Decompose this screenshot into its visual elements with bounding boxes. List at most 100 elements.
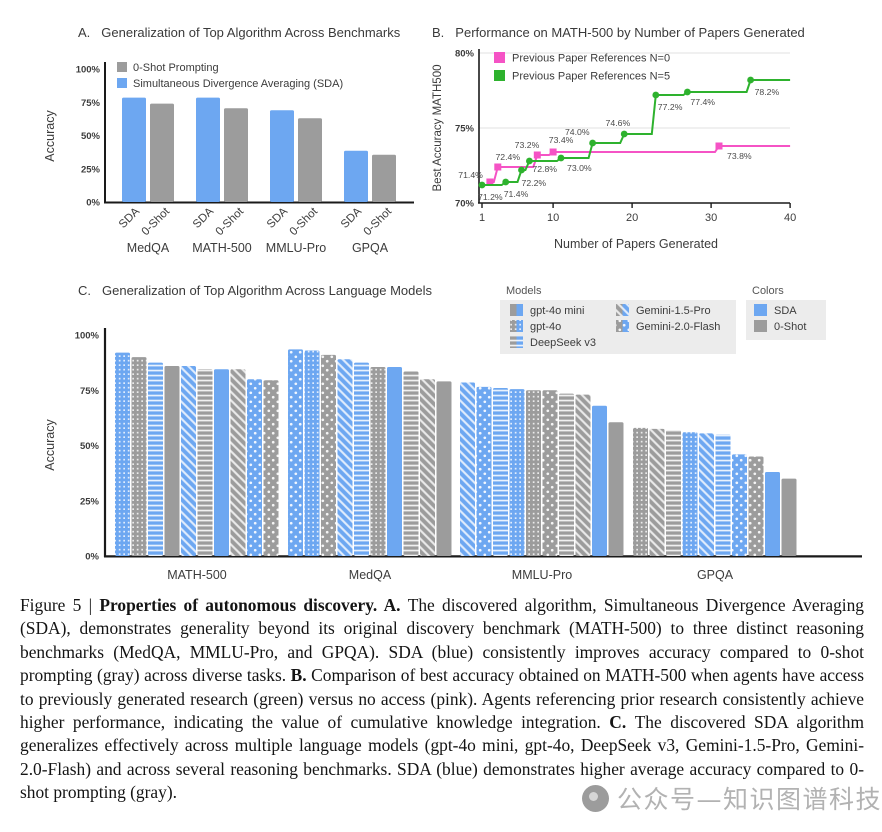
bar-MATH-500-DeepSeek v3-SDA	[148, 362, 163, 556]
bar-MATH-500-Gemini-1.5-Pro-0-Shot	[230, 369, 246, 556]
data-label: 72.8%	[532, 164, 557, 174]
model-legend-label: Gemini-2.0-Flash	[636, 321, 720, 333]
data-point	[747, 76, 754, 84]
legend-label: Previous Paper References N=0	[512, 53, 670, 65]
caption-label-c: C.	[609, 712, 635, 733]
bar-MedQA-Gemini-1.5-Pro-0-Shot	[420, 379, 435, 556]
bar-tick-label: 0-Shot	[288, 205, 321, 238]
panel-b-label: B.	[432, 25, 445, 40]
bar-MATH-500-DeepSeek v3-0-Shot	[197, 369, 213, 556]
caption-label-b: B.	[290, 665, 312, 686]
legend-label: Previous Paper References N=5	[512, 71, 670, 83]
bar-MMLU-Pro-Gemini-2.0-Flash-SDA	[476, 386, 492, 556]
panel-c-title: C. Generalization of Top Algorithm Acros…	[78, 283, 432, 298]
model-swatch-blue	[622, 304, 629, 316]
models-legend-title: Models	[506, 285, 542, 297]
data-point	[478, 181, 486, 189]
group-label: MMLU-Pro	[512, 568, 572, 582]
model-legend-label: gpt-4o mini	[530, 305, 584, 317]
panel-a-label: A.	[78, 25, 91, 40]
color-legend-label: 0-Shot	[774, 321, 806, 333]
y-tick-label: 70%	[455, 199, 475, 210]
data-point	[684, 88, 691, 96]
group-label: MATH-500	[167, 568, 227, 582]
bar-sda-MMLU-Pro	[270, 110, 294, 202]
bar-0shot-GPQA	[372, 154, 396, 202]
data-point	[486, 178, 494, 186]
group-label: GPQA	[697, 568, 734, 582]
panel-b-chart: 70% 75% 80% 1 10 20 30 40 Number of Papers Gener…	[428, 22, 882, 279]
bar-MATH-500-gpt-4o mini-0-Shot	[164, 365, 180, 556]
bar-GPQA-gpt-4o-0-Shot	[633, 427, 648, 556]
model-swatch-blue	[622, 320, 629, 332]
data-label: 73.0%	[567, 163, 592, 173]
model-swatch-gray	[510, 304, 517, 316]
data-point	[620, 130, 628, 138]
y-tick-label: 75%	[455, 124, 475, 135]
bar-GPQA-Gemini-1.5-Pro-SDA	[699, 433, 714, 556]
y-tick-label: 25%	[80, 496, 100, 507]
model-swatch-blue	[516, 304, 523, 316]
bar-0shot-MedQA	[150, 103, 174, 202]
x-axis-title: Number of Papers Generated	[554, 237, 718, 251]
data-point	[533, 151, 541, 159]
panel-a-svg: 0% 25% 50% 75% 100% Accuracy 0-Shot Prompting S…	[43, 62, 414, 255]
bar-MedQA-gpt-4o-0-Shot	[370, 367, 386, 556]
model-swatch-gray	[510, 320, 517, 332]
x-tick-label: 40	[784, 212, 796, 224]
panel-c-chart: 0% 25% 50% 75% 100% Accuracy MATH-500 MedQA MMLU…	[10, 278, 872, 595]
data-label: 78.2%	[755, 87, 780, 97]
bar-MMLU-Pro-gpt-4o mini-SDA	[592, 405, 607, 556]
data-point	[526, 157, 533, 165]
bar-MMLU-Pro-gpt-4o-SDA	[509, 389, 525, 556]
bar-MMLU-Pro-gpt-4o mini-0-Shot	[608, 422, 624, 556]
y-tick-label: 25%	[81, 164, 101, 175]
bar-MedQA-gpt-4o mini-SDA	[387, 367, 402, 556]
x-tick-label: 30	[705, 212, 717, 224]
caption-part-a-text: The discovered algorithm, Simultaneous D…	[20, 595, 864, 686]
bar-tick-label: SDA	[117, 205, 142, 230]
line-series	[482, 79, 791, 186]
bar-GPQA-gpt-4o-SDA	[682, 432, 698, 556]
data-point	[549, 148, 557, 156]
bar-MMLU-Pro-gpt-4o-0-Shot	[526, 390, 541, 556]
data-label: 73.8%	[727, 151, 752, 161]
model-legend-label: DeepSeek v3	[530, 337, 596, 349]
y-tick-label: 50%	[81, 131, 101, 142]
data-label: 74.6%	[606, 118, 631, 128]
y-tick-label: 100%	[75, 331, 100, 342]
legend-label: Simultaneous Divergence Averaging (SDA)	[133, 78, 343, 90]
bar-GPQA-gpt-4o mini-SDA	[765, 472, 780, 556]
data-point	[715, 142, 723, 150]
bar-MedQA-gpt-4o mini-0-Shot	[436, 381, 452, 556]
bar-sda-MATH-500	[196, 97, 220, 202]
caption-part-c-text: The discovered SDA algorithm generalizes…	[20, 712, 864, 803]
model-legend-label: Gemini-1.5-Pro	[636, 305, 711, 317]
bar-sda-MedQA	[122, 97, 146, 202]
bar-GPQA-Gemini-1.5-Pro-0-Shot	[649, 428, 665, 556]
y-axis-title: Accuracy	[43, 110, 57, 162]
model-legend-label: gpt-4o	[530, 321, 561, 333]
x-tick-label: 10	[547, 212, 559, 224]
bar-MedQA-Gemini-2.0-Flash-SDA	[288, 349, 303, 556]
bar-MMLU-Pro-Gemini-2.0-Flash-0-Shot	[542, 390, 558, 556]
bar-MATH-500-Gemini-2.0-Flash-0-Shot	[263, 380, 279, 556]
bar-MATH-500-gpt-4o mini-SDA	[214, 369, 229, 556]
data-point	[502, 178, 510, 186]
legend-swatch	[117, 78, 127, 88]
y-tick-label: 75%	[80, 386, 100, 397]
data-label: 77.2%	[658, 102, 683, 112]
bar-0shot-MMLU-Pro	[298, 118, 322, 202]
data-point	[652, 91, 660, 99]
y-tick-label: 80%	[455, 49, 475, 60]
panel-c-svg: 0% 25% 50% 75% 100% Accuracy MATH-500 MedQA MMLU…	[43, 285, 862, 582]
bar-tick-label: SDA	[265, 205, 290, 230]
y-axis-title: Best Accuracy MATH500	[432, 65, 444, 192]
group-label: MedQA	[127, 241, 170, 255]
bar-MATH-500-Gemini-2.0-Flash-SDA	[247, 379, 262, 556]
group-label: MMLU-Pro	[266, 241, 326, 255]
x-tick-label: 20	[626, 212, 638, 224]
bar-MATH-500-gpt-4o-0-Shot	[131, 357, 147, 556]
bar-MedQA-DeepSeek v3-0-Shot	[403, 371, 419, 556]
panel-b-title-text: Performance on MATH-500 by Number of Pap…	[455, 25, 805, 40]
